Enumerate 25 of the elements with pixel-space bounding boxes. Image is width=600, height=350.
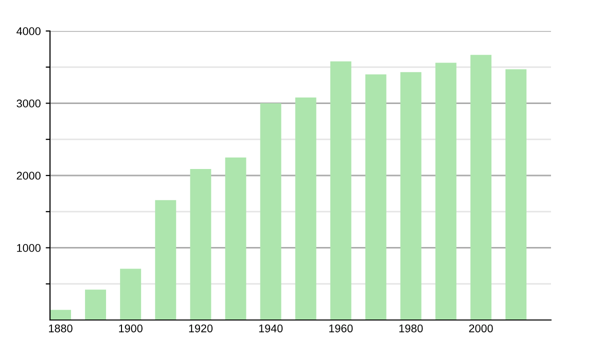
- y-tick-label: 1000: [17, 244, 41, 252]
- bar: [120, 268, 142, 320]
- bar: [365, 74, 386, 320]
- bar: [155, 200, 176, 320]
- bar: [225, 157, 246, 320]
- bar: [50, 310, 72, 320]
- bar: [85, 290, 106, 320]
- x-tick-label: 1920: [189, 324, 213, 332]
- y-tick-label: 3000: [16, 100, 41, 108]
- bar: [330, 61, 352, 320]
- bar: [295, 97, 316, 320]
- x-tick-label: 1940: [259, 324, 283, 332]
- bar: [260, 103, 282, 320]
- bar: [505, 69, 526, 320]
- y-tick-label: 4000: [16, 27, 41, 36]
- bar: [435, 62, 456, 320]
- x-tick-label: 1880: [49, 324, 72, 332]
- y-tick-label: 2000: [16, 172, 41, 180]
- bar: [190, 169, 212, 320]
- x-tick-label: 1900: [119, 324, 143, 332]
- x-tick-label: 1980: [399, 324, 423, 332]
- bar: [400, 72, 422, 320]
- x-tick-label: 2000: [469, 324, 493, 332]
- x-tick-label: 1960: [329, 324, 353, 332]
- bar: [470, 54, 492, 320]
